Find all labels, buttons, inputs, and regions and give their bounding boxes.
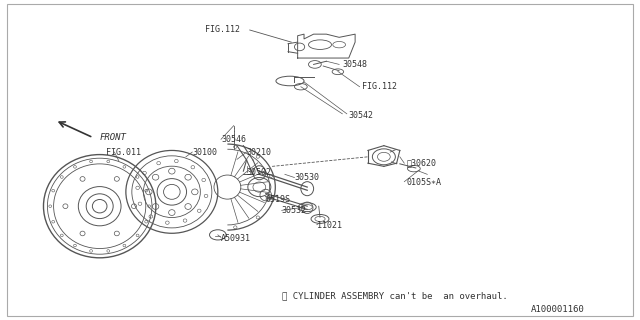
Text: 30546: 30546 (221, 135, 246, 144)
Text: 30502: 30502 (246, 168, 271, 177)
Text: 30100: 30100 (192, 148, 217, 156)
Text: 11021: 11021 (317, 221, 342, 230)
Text: FIG.011: FIG.011 (106, 148, 141, 156)
Text: A50931: A50931 (221, 234, 251, 243)
Text: 0105S∗A: 0105S∗A (406, 178, 441, 187)
Text: FIG.112: FIG.112 (362, 82, 397, 91)
Text: 30530: 30530 (294, 173, 319, 182)
Text: ※30620: ※30620 (406, 159, 436, 168)
Text: A100001160: A100001160 (531, 305, 584, 314)
Text: ※ CYLINDER ASSEMBRY can't be  an overhaul.: ※ CYLINDER ASSEMBRY can't be an overhaul… (282, 291, 508, 300)
Text: 30542: 30542 (349, 111, 374, 120)
Text: FIG.112: FIG.112 (205, 25, 240, 34)
Text: 30548: 30548 (342, 60, 367, 69)
Text: 30532: 30532 (282, 206, 307, 215)
Text: 0519S: 0519S (266, 195, 291, 204)
Text: FRONT: FRONT (100, 132, 127, 141)
Text: 30210: 30210 (246, 148, 271, 156)
